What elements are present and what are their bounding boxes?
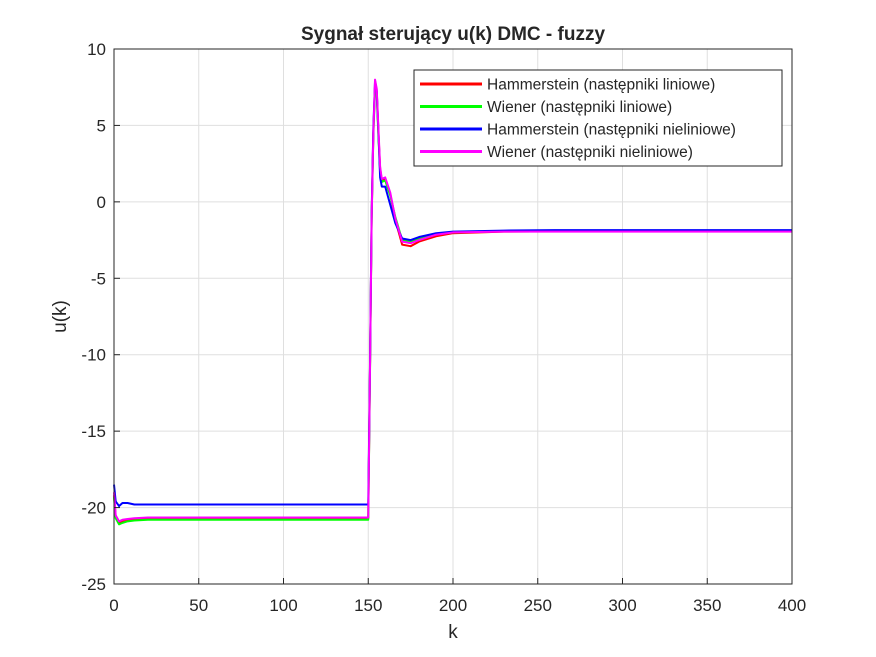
series-layer bbox=[113, 78, 792, 526]
legend-label-4: Wiener (następniki nieliniowe) bbox=[487, 144, 693, 161]
x-axis-label: k bbox=[448, 622, 458, 643]
y-tick-label: -5 bbox=[91, 269, 106, 288]
chart-title: Sygnał sterujący u(k) DMC - fuzzy bbox=[301, 24, 605, 45]
y-axis-label: u(k) bbox=[50, 300, 71, 333]
series-line-4 bbox=[113, 78, 792, 523]
legend-label-2: Wiener (następniki liniowe) bbox=[487, 99, 672, 116]
x-tick-label: 400 bbox=[778, 596, 806, 615]
y-tick-label: 10 bbox=[87, 40, 106, 59]
legend-label-1: Hammerstein (następniki liniowe) bbox=[487, 77, 715, 94]
x-tick-label: 200 bbox=[439, 596, 467, 615]
x-tick-label: 350 bbox=[693, 596, 721, 615]
x-tick-label: 0 bbox=[109, 596, 118, 615]
y-tick-label: 0 bbox=[97, 193, 106, 212]
ticks: 0 50 100 150 200 250 300 350 400 -25 -20 -15 -10 -5 0 5… bbox=[81, 40, 806, 615]
y-tick-label: -10 bbox=[81, 346, 106, 365]
y-tick-label: 5 bbox=[97, 116, 106, 135]
x-tick-label: 250 bbox=[524, 596, 552, 615]
x-tick-label: 100 bbox=[269, 596, 297, 615]
x-tick-label: 150 bbox=[354, 596, 382, 615]
x-tick-label: 300 bbox=[608, 596, 636, 615]
y-tick-label: -15 bbox=[81, 422, 106, 441]
legend-label-3: Hammerstein (następniki nieliniowe) bbox=[487, 122, 736, 139]
y-tick-label: -20 bbox=[81, 499, 106, 518]
legend: Hammerstein (następniki liniowe) Wiener (… bbox=[413, 69, 783, 167]
y-tick-label: -25 bbox=[81, 575, 106, 594]
x-tick-label: 50 bbox=[189, 596, 208, 615]
